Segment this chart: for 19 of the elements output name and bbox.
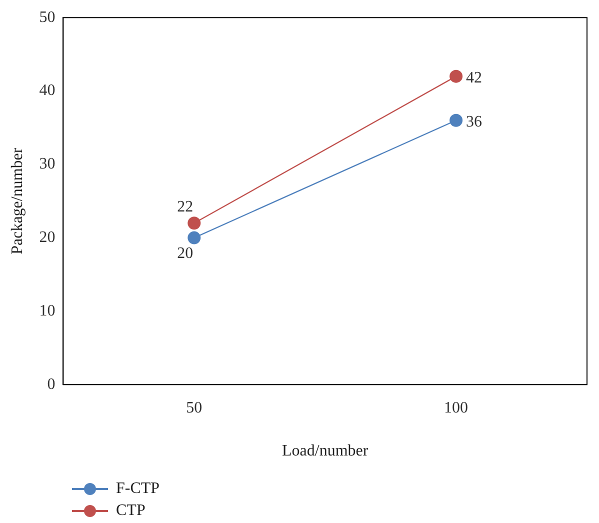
data-label: 20 bbox=[177, 245, 194, 262]
data-label: 22 bbox=[177, 198, 194, 216]
y-tick-label: 40 bbox=[39, 82, 56, 100]
point bbox=[450, 70, 463, 83]
y-tick-label: 0 bbox=[47, 376, 56, 393]
y-tick-label: 50 bbox=[39, 8, 56, 26]
legend-label: F-CTP bbox=[116, 480, 160, 498]
x-axis-title: Load/number bbox=[282, 442, 369, 460]
legend-label: CTP bbox=[116, 502, 146, 520]
point bbox=[188, 231, 201, 244]
y-tick-label: 20 bbox=[39, 229, 56, 246]
point bbox=[188, 216, 201, 230]
x-tick-label: 100 bbox=[444, 399, 468, 416]
data-label: 42 bbox=[466, 70, 482, 87]
data-label: 36 bbox=[466, 114, 482, 131]
y-axis-title: Package/number bbox=[8, 147, 26, 254]
y-tick-label: 30 bbox=[39, 156, 56, 173]
point bbox=[450, 114, 463, 127]
y-tick-label: 10 bbox=[39, 302, 56, 320]
